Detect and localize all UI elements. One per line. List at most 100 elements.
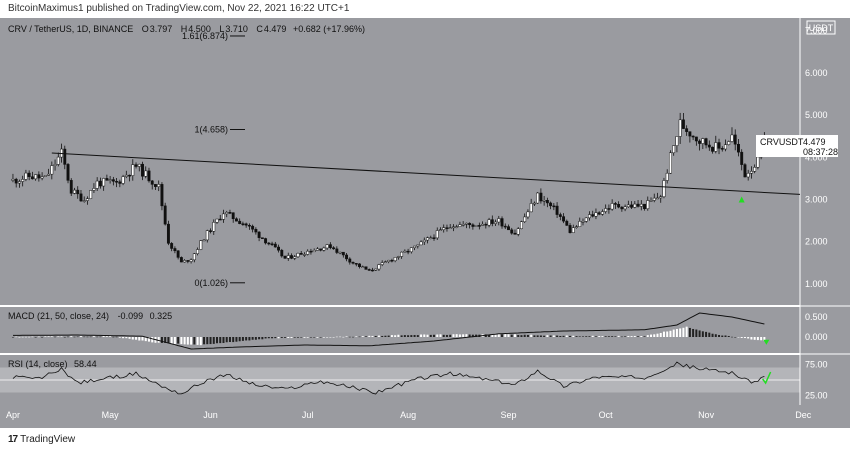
- candle-body: [85, 198, 89, 201]
- macd-hist-bar: [507, 334, 510, 337]
- macd-hist-bar: [232, 337, 235, 343]
- candle-body: [390, 259, 394, 262]
- macd-hist-bar: [190, 337, 193, 345]
- time-tick-label: Apr: [6, 410, 20, 420]
- candle-body: [694, 136, 698, 142]
- macd-hist-bar: [177, 337, 180, 344]
- candle-body: [228, 212, 232, 214]
- macd-hist-bar: [458, 334, 461, 337]
- macd-hist-bar: [364, 336, 367, 337]
- chart-svg[interactable]: 1.61(6.874) 1(4.658) 0(1.026) 7.000 6.000 5.…: [0, 18, 850, 428]
- candle-body: [387, 259, 391, 262]
- macd-hist-bar: [86, 336, 89, 338]
- candle-body: [296, 252, 300, 258]
- candle-body: [396, 256, 400, 258]
- candle-body: [257, 231, 261, 238]
- macd-hist-bar: [420, 334, 423, 337]
- macd-hist-bar: [309, 337, 312, 338]
- macd-hist-bar: [99, 336, 102, 338]
- price-label-countdown: 08:37:28: [803, 147, 838, 157]
- macd-hist-bar: [241, 337, 244, 341]
- candle-body: [27, 172, 31, 177]
- currency-badge[interactable]: [806, 20, 836, 35]
- candle-body: [348, 258, 352, 263]
- macd-hist-bar: [18, 337, 21, 338]
- candle-body: [403, 250, 407, 253]
- macd-hist-bar: [216, 337, 219, 344]
- macd-hist-bar: [416, 335, 419, 337]
- macd-hist-bar: [83, 336, 86, 338]
- candle-body: [484, 223, 488, 226]
- candle-body: [260, 237, 264, 239]
- macd-hist-bar: [695, 329, 698, 337]
- candle-body: [604, 208, 608, 212]
- price-tick-label: 1.000: [805, 279, 828, 289]
- candle-body: [312, 250, 316, 253]
- candle-body: [526, 211, 530, 218]
- candle-body: [108, 179, 112, 181]
- macd-hist-bar: [206, 337, 209, 345]
- candle-body: [600, 211, 604, 215]
- macd-hist-bar: [653, 334, 656, 337]
- macd-hist-bar: [452, 334, 455, 337]
- macd-hist-bar: [526, 334, 529, 337]
- candle-body: [675, 136, 679, 146]
- fib-label: 1(4.658): [194, 125, 228, 135]
- macd-hist-bar: [15, 336, 18, 338]
- candle-body: [234, 218, 238, 222]
- macd-hist-bar: [598, 336, 601, 337]
- candle-body: [513, 232, 517, 235]
- candle-body: [102, 178, 106, 187]
- time-tick-label: Dec: [795, 410, 812, 420]
- candle-body: [303, 254, 306, 256]
- candle-body: [455, 226, 459, 228]
- macd-hist-bar: [465, 334, 468, 337]
- macd-hist-bar: [57, 336, 60, 337]
- candle-body: [247, 224, 251, 227]
- macd-hist-bar: [41, 337, 44, 338]
- candle-body: [251, 225, 255, 230]
- tradingview-logo[interactable]: 17 TradingView: [8, 434, 75, 445]
- candle-body: [166, 223, 170, 244]
- macd-series: [11, 312, 766, 350]
- candle-body: [47, 173, 51, 176]
- macd-hist-bar: [248, 337, 251, 341]
- macd-hist-bar: [743, 337, 746, 339]
- macd-hist-bar: [374, 335, 377, 337]
- macd-hist-bar: [604, 336, 607, 337]
- macd-hist-bar: [488, 334, 491, 337]
- macd-hist-bar: [387, 335, 390, 337]
- candle-body: [309, 250, 313, 253]
- macd-hist-bar: [287, 337, 290, 339]
- candle-body: [225, 212, 229, 215]
- chart-area[interactable]: 1.61(6.874) 1(4.658) 0(1.026) 7.000 6.000 5.…: [0, 18, 850, 428]
- macd-hist-bar: [24, 336, 27, 338]
- macd-hist-bar: [714, 334, 717, 337]
- macd-hist-bar: [222, 337, 225, 343]
- price-label-box: [756, 135, 838, 157]
- candle-body: [189, 259, 193, 262]
- macd-hist-bar: [212, 337, 215, 344]
- macd-hist-bar: [468, 334, 471, 337]
- macd-hist-bar: [151, 337, 154, 343]
- candle-body: [89, 190, 93, 199]
- candle-body: [34, 174, 38, 180]
- candle-body: [212, 222, 216, 232]
- macd-hist-bar: [180, 337, 183, 345]
- macd-hist-bar: [277, 337, 280, 339]
- macd-hist-bar: [426, 334, 429, 337]
- macd-hist-bar: [92, 336, 95, 337]
- candle-body: [704, 138, 708, 146]
- candle-body: [254, 228, 258, 233]
- macd-hist-bar: [167, 337, 170, 344]
- macd-hist-bar: [102, 335, 105, 337]
- candle-body: [218, 218, 222, 221]
- time-tick-label: Jul: [302, 410, 314, 420]
- candle-body: [400, 251, 404, 257]
- candle-body: [568, 225, 572, 233]
- candle-body: [743, 164, 747, 178]
- candle-body: [646, 200, 650, 209]
- macd-legend: MACD (21, 50, close, 24) -0.099 0.325: [8, 311, 172, 321]
- candle-body: [597, 212, 601, 215]
- candle-body: [636, 203, 640, 207]
